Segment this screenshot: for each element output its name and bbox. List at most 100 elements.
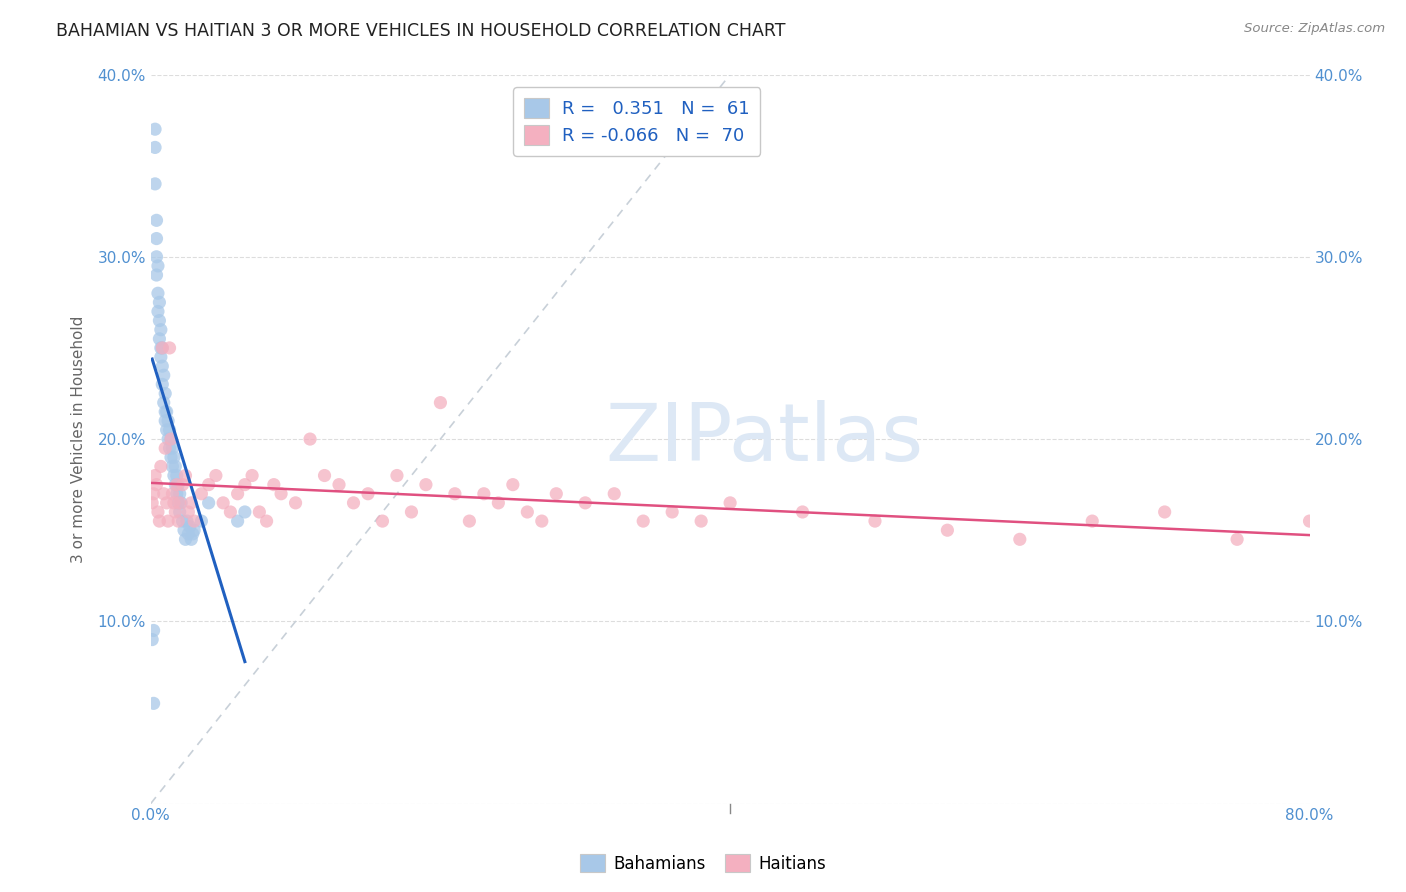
Point bbox=[169, 505, 191, 519]
Point bbox=[152, 395, 174, 409]
Point bbox=[159, 423, 181, 437]
Point bbox=[163, 468, 186, 483]
Point bbox=[792, 505, 814, 519]
Point bbox=[165, 459, 187, 474]
Point bbox=[145, 477, 167, 491]
Point bbox=[159, 341, 181, 355]
Point bbox=[146, 505, 169, 519]
Point bbox=[143, 122, 166, 136]
Point bbox=[157, 432, 180, 446]
Point bbox=[145, 268, 167, 282]
Point bbox=[444, 487, 467, 501]
Point bbox=[190, 487, 212, 501]
Point bbox=[415, 477, 437, 491]
Point bbox=[181, 526, 204, 541]
Point bbox=[160, 432, 183, 446]
Text: Source: ZipAtlas.com: Source: ZipAtlas.com bbox=[1244, 22, 1385, 36]
Point bbox=[690, 514, 713, 528]
Point bbox=[226, 487, 249, 501]
Point bbox=[162, 441, 184, 455]
Point bbox=[240, 468, 263, 483]
Point bbox=[156, 405, 179, 419]
Point bbox=[149, 341, 172, 355]
Point bbox=[162, 459, 184, 474]
Point bbox=[863, 514, 886, 528]
Point bbox=[328, 477, 350, 491]
Point bbox=[180, 496, 202, 510]
Point bbox=[342, 496, 364, 510]
Point bbox=[179, 519, 201, 533]
Point bbox=[146, 259, 169, 273]
Point bbox=[516, 505, 538, 519]
Point bbox=[219, 505, 242, 519]
Point bbox=[177, 526, 200, 541]
Point bbox=[284, 496, 307, 510]
Point bbox=[169, 487, 191, 501]
Point bbox=[156, 423, 179, 437]
Point bbox=[371, 514, 394, 528]
Point bbox=[314, 468, 336, 483]
Point bbox=[197, 496, 219, 510]
Point bbox=[167, 496, 190, 510]
Point bbox=[530, 514, 553, 528]
Point bbox=[936, 523, 959, 537]
Point bbox=[142, 697, 165, 711]
Point bbox=[1081, 514, 1104, 528]
Point bbox=[472, 487, 495, 501]
Point bbox=[149, 459, 172, 474]
Point bbox=[603, 487, 626, 501]
Point bbox=[163, 450, 186, 465]
Point bbox=[172, 514, 194, 528]
Point bbox=[1226, 533, 1249, 547]
Point bbox=[159, 441, 181, 455]
Point bbox=[166, 487, 188, 501]
Point bbox=[160, 450, 183, 465]
Point bbox=[150, 341, 173, 355]
Point bbox=[148, 514, 170, 528]
Point bbox=[141, 632, 163, 647]
Point bbox=[145, 231, 167, 245]
Point bbox=[1153, 505, 1175, 519]
Point bbox=[263, 477, 285, 491]
Point bbox=[157, 414, 180, 428]
Point bbox=[256, 514, 278, 528]
Point bbox=[183, 523, 205, 537]
Point bbox=[152, 487, 174, 501]
Point bbox=[226, 514, 249, 528]
Point bbox=[165, 477, 187, 491]
Point bbox=[148, 332, 170, 346]
Point bbox=[165, 505, 187, 519]
Point bbox=[1298, 514, 1320, 528]
Point bbox=[146, 304, 169, 318]
Point bbox=[153, 441, 176, 455]
Point bbox=[145, 213, 167, 227]
Point bbox=[150, 359, 173, 373]
Point bbox=[150, 377, 173, 392]
Point bbox=[190, 514, 212, 528]
Point bbox=[197, 477, 219, 491]
Point bbox=[170, 496, 193, 510]
Point bbox=[145, 250, 167, 264]
Point bbox=[142, 487, 165, 501]
Point bbox=[143, 177, 166, 191]
Legend: R =   0.351   N =  61, R = -0.066   N =  70: R = 0.351 N = 61, R = -0.066 N = 70 bbox=[513, 87, 761, 156]
Point bbox=[233, 505, 256, 519]
Point bbox=[153, 414, 176, 428]
Point bbox=[212, 496, 235, 510]
Point bbox=[148, 313, 170, 327]
Point bbox=[150, 341, 173, 355]
Point bbox=[458, 514, 481, 528]
Point bbox=[142, 624, 165, 638]
Point bbox=[153, 386, 176, 401]
Point bbox=[299, 432, 322, 446]
Point bbox=[247, 505, 270, 519]
Point bbox=[180, 533, 202, 547]
Point bbox=[162, 487, 184, 501]
Point bbox=[157, 514, 180, 528]
Point bbox=[546, 487, 568, 501]
Point bbox=[152, 368, 174, 383]
Point bbox=[143, 140, 166, 154]
Point bbox=[149, 323, 172, 337]
Point bbox=[160, 432, 183, 446]
Y-axis label: 3 or more Vehicles in Household: 3 or more Vehicles in Household bbox=[72, 316, 86, 563]
